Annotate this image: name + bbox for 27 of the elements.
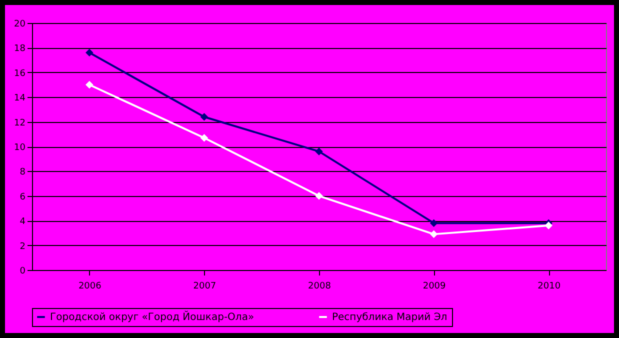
x-tick-label: 2010 [538,282,561,292]
x-tick-label: 2009 [422,282,446,292]
y-tick-label: 2 [20,242,26,252]
y-tick-label: 20 [14,20,26,30]
point [544,222,552,230]
point [200,112,208,121]
point [86,48,94,57]
y-tick-label: 10 [14,143,26,153]
point [86,80,94,89]
point [200,134,208,142]
y-tick-label: 16 [14,68,26,79]
point [315,148,323,156]
y-tick-label: 0 [20,266,26,276]
y-tick-label: 8 [20,168,26,178]
y-tick-label: 6 [20,192,26,202]
y-tick-label: 18 [14,44,26,54]
point [315,192,323,200]
x-tick-label: 2007 [193,282,216,292]
point [430,219,438,227]
legend-label: Городской округ «Город Йошкар-Ола» [50,310,254,323]
legend-label: Республика Марий Эл [332,312,448,323]
y-tick-label: 4 [20,217,26,228]
x-tick-label: 2006 [78,282,102,292]
y-tick-label: 14 [14,94,26,104]
point [430,230,438,238]
y-tick-label: 12 [14,118,26,128]
x-tick-label: 2008 [308,282,332,292]
